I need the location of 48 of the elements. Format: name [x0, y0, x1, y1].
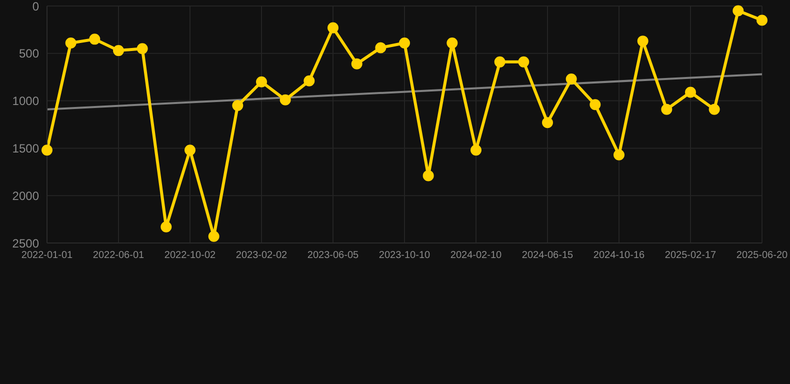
- point: [422, 170, 434, 182]
- x-tick-label: 2025-06-20: [736, 250, 788, 262]
- y-tick-label: 0: [32, 0, 40, 14]
- x-tick-label: 2023-02-02: [236, 250, 288, 262]
- point: [590, 99, 601, 110]
- point: [89, 34, 100, 45]
- point: [518, 56, 530, 68]
- point: [113, 45, 124, 56]
- point: [304, 75, 315, 86]
- x-tick-label: 2024-06-15: [522, 250, 574, 262]
- x-tick-label: 2022-06-01: [92, 250, 145, 262]
- point: [65, 37, 76, 48]
- point: [542, 117, 553, 128]
- x-tick-label: 2023-06-05: [307, 250, 360, 262]
- point: [470, 144, 482, 156]
- point: [280, 94, 291, 106]
- point: [208, 230, 220, 242]
- point: [685, 86, 696, 98]
- point: [399, 37, 410, 48]
- point: [42, 144, 52, 156]
- point: [637, 36, 648, 47]
- point: [756, 14, 768, 26]
- point: [184, 144, 196, 156]
- point: [566, 73, 577, 84]
- point: [446, 37, 458, 48]
- x-tick-label: 2022-01-01: [21, 250, 74, 262]
- point: [661, 104, 672, 115]
- point: [351, 58, 362, 70]
- point: [328, 22, 338, 34]
- point: [256, 76, 267, 88]
- x-tick-label: 2024-02-10: [450, 250, 502, 262]
- y-tick-label: 1500: [12, 141, 40, 156]
- point: [614, 149, 624, 160]
- y-tick-label: 2000: [12, 188, 40, 203]
- point: [708, 104, 720, 115]
- point: [494, 56, 506, 68]
- point: [375, 42, 386, 54]
- x-tick-label: 2023-10-10: [378, 250, 431, 262]
- point: [160, 221, 172, 232]
- point: [136, 43, 148, 54]
- x-tick-label: 2025-02-17: [664, 250, 717, 262]
- x-tick-label: 2022-10-02: [164, 250, 216, 262]
- point: [232, 100, 244, 112]
- y-tick-label: 500: [18, 46, 40, 61]
- x-tick-label: 2024-10-16: [593, 250, 646, 262]
- y-tick-label: 2500: [12, 236, 40, 250]
- y-tick-label: 1000: [12, 94, 40, 108]
- point: [732, 5, 744, 16]
